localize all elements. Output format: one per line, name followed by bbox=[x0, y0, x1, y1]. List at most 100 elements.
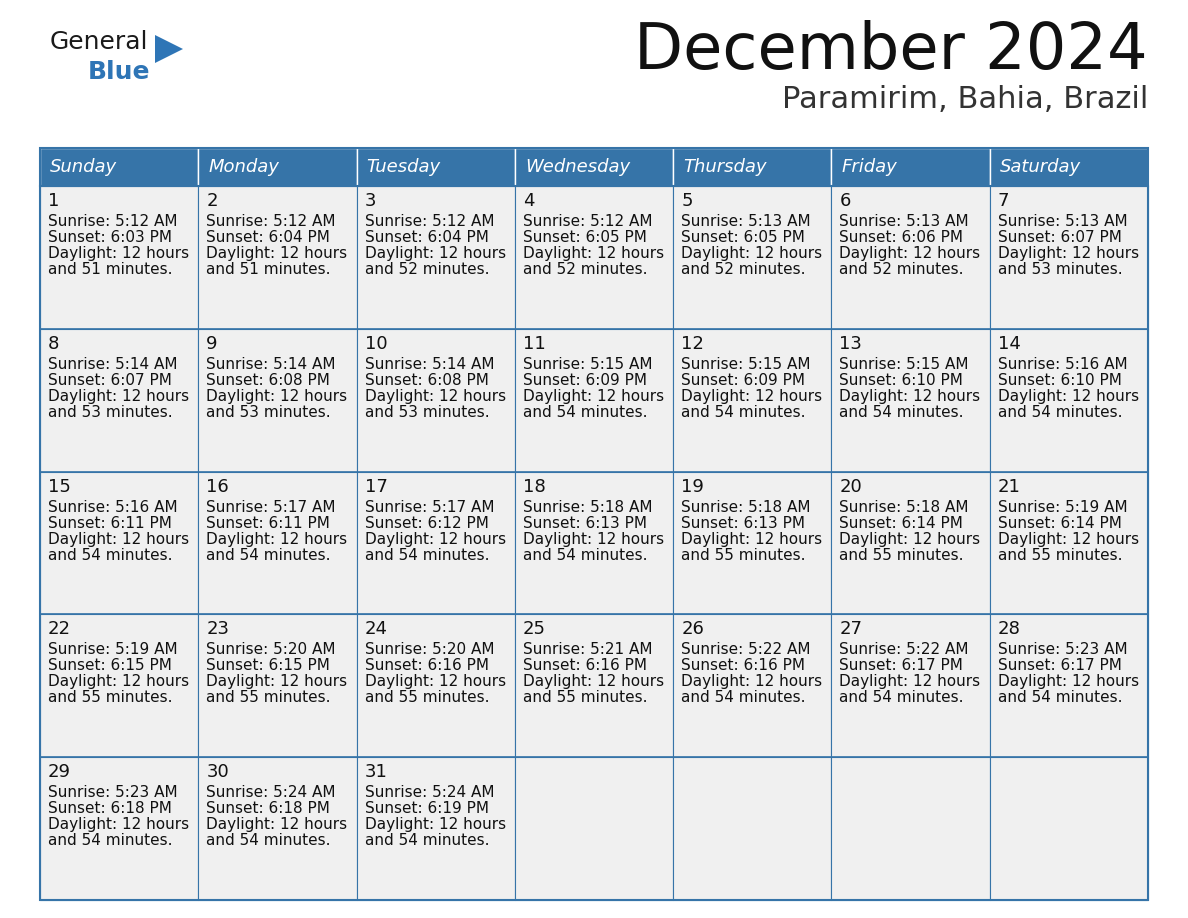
Bar bbox=[40, 472, 198, 614]
Text: Daylight: 12 hours: Daylight: 12 hours bbox=[840, 389, 980, 404]
Text: Sunrise: 5:12 AM: Sunrise: 5:12 AM bbox=[207, 214, 336, 229]
Text: Sunrise: 5:18 AM: Sunrise: 5:18 AM bbox=[840, 499, 969, 515]
Text: and 55 minutes.: and 55 minutes. bbox=[681, 548, 805, 563]
Text: Sunset: 6:13 PM: Sunset: 6:13 PM bbox=[523, 516, 646, 531]
Text: and 52 minutes.: and 52 minutes. bbox=[681, 262, 805, 277]
Text: Daylight: 12 hours: Daylight: 12 hours bbox=[365, 389, 506, 404]
Bar bbox=[514, 148, 674, 186]
Text: and 55 minutes.: and 55 minutes. bbox=[365, 690, 489, 705]
Text: 28: 28 bbox=[998, 621, 1020, 638]
Text: Daylight: 12 hours: Daylight: 12 hours bbox=[681, 246, 822, 261]
Bar bbox=[40, 148, 198, 186]
Bar bbox=[674, 148, 832, 186]
Text: Daylight: 12 hours: Daylight: 12 hours bbox=[365, 817, 506, 833]
Text: 22: 22 bbox=[48, 621, 71, 638]
Text: and 52 minutes.: and 52 minutes. bbox=[365, 262, 489, 277]
Text: Blue: Blue bbox=[88, 60, 151, 84]
Text: and 53 minutes.: and 53 minutes. bbox=[48, 405, 172, 420]
Text: Daylight: 12 hours: Daylight: 12 hours bbox=[207, 389, 347, 404]
Text: and 54 minutes.: and 54 minutes. bbox=[681, 405, 805, 420]
Text: Sunset: 6:09 PM: Sunset: 6:09 PM bbox=[523, 373, 646, 387]
Bar bbox=[514, 614, 674, 757]
Bar bbox=[832, 329, 990, 472]
Bar bbox=[674, 472, 832, 614]
Text: and 52 minutes.: and 52 minutes. bbox=[840, 262, 963, 277]
Text: Daylight: 12 hours: Daylight: 12 hours bbox=[998, 389, 1139, 404]
Text: Thursday: Thursday bbox=[683, 158, 766, 176]
Text: 21: 21 bbox=[998, 477, 1020, 496]
Text: Monday: Monday bbox=[208, 158, 279, 176]
Text: Daylight: 12 hours: Daylight: 12 hours bbox=[48, 675, 189, 689]
Text: Sunrise: 5:13 AM: Sunrise: 5:13 AM bbox=[840, 214, 969, 229]
Text: Sunset: 6:16 PM: Sunset: 6:16 PM bbox=[523, 658, 646, 674]
Bar bbox=[514, 186, 674, 329]
Text: Sunset: 6:14 PM: Sunset: 6:14 PM bbox=[998, 516, 1121, 531]
Text: Daylight: 12 hours: Daylight: 12 hours bbox=[998, 246, 1139, 261]
Text: Sunset: 6:12 PM: Sunset: 6:12 PM bbox=[365, 516, 488, 531]
Text: Daylight: 12 hours: Daylight: 12 hours bbox=[207, 246, 347, 261]
Text: and 55 minutes.: and 55 minutes. bbox=[48, 690, 172, 705]
Text: Sunrise: 5:18 AM: Sunrise: 5:18 AM bbox=[523, 499, 652, 515]
Text: Sunrise: 5:13 AM: Sunrise: 5:13 AM bbox=[681, 214, 810, 229]
Bar bbox=[356, 614, 514, 757]
Text: Sunset: 6:11 PM: Sunset: 6:11 PM bbox=[207, 516, 330, 531]
Bar bbox=[674, 614, 832, 757]
Text: Sunrise: 5:24 AM: Sunrise: 5:24 AM bbox=[207, 785, 336, 800]
Text: 31: 31 bbox=[365, 763, 387, 781]
Text: 14: 14 bbox=[998, 335, 1020, 353]
Text: General: General bbox=[50, 30, 148, 54]
Bar bbox=[832, 186, 990, 329]
Text: Sunrise: 5:15 AM: Sunrise: 5:15 AM bbox=[523, 357, 652, 372]
Text: Sunset: 6:10 PM: Sunset: 6:10 PM bbox=[840, 373, 963, 387]
Text: Sunset: 6:15 PM: Sunset: 6:15 PM bbox=[207, 658, 330, 674]
Text: Sunrise: 5:12 AM: Sunrise: 5:12 AM bbox=[523, 214, 652, 229]
Bar bbox=[40, 757, 198, 900]
Text: and 54 minutes.: and 54 minutes. bbox=[681, 690, 805, 705]
Text: Sunset: 6:10 PM: Sunset: 6:10 PM bbox=[998, 373, 1121, 387]
Text: Daylight: 12 hours: Daylight: 12 hours bbox=[48, 246, 189, 261]
Text: Daylight: 12 hours: Daylight: 12 hours bbox=[207, 532, 347, 546]
Bar bbox=[674, 757, 832, 900]
Text: Sunrise: 5:15 AM: Sunrise: 5:15 AM bbox=[840, 357, 969, 372]
Text: Sunrise: 5:15 AM: Sunrise: 5:15 AM bbox=[681, 357, 810, 372]
Bar bbox=[198, 757, 356, 900]
Text: Daylight: 12 hours: Daylight: 12 hours bbox=[523, 532, 664, 546]
Text: Friday: Friday bbox=[841, 158, 897, 176]
Text: Sunset: 6:07 PM: Sunset: 6:07 PM bbox=[998, 230, 1121, 245]
Bar bbox=[40, 186, 198, 329]
Text: and 54 minutes.: and 54 minutes. bbox=[48, 834, 172, 848]
Text: 29: 29 bbox=[48, 763, 71, 781]
Bar bbox=[40, 148, 1148, 900]
Text: 12: 12 bbox=[681, 335, 704, 353]
Text: Sunset: 6:05 PM: Sunset: 6:05 PM bbox=[681, 230, 805, 245]
Text: and 55 minutes.: and 55 minutes. bbox=[523, 690, 647, 705]
Text: Sunrise: 5:23 AM: Sunrise: 5:23 AM bbox=[48, 785, 178, 800]
Text: Daylight: 12 hours: Daylight: 12 hours bbox=[48, 532, 189, 546]
Text: Sunrise: 5:18 AM: Sunrise: 5:18 AM bbox=[681, 499, 810, 515]
Text: Sunset: 6:13 PM: Sunset: 6:13 PM bbox=[681, 516, 805, 531]
Text: 10: 10 bbox=[365, 335, 387, 353]
Text: Sunrise: 5:22 AM: Sunrise: 5:22 AM bbox=[840, 643, 969, 657]
Text: Daylight: 12 hours: Daylight: 12 hours bbox=[48, 817, 189, 833]
Text: Daylight: 12 hours: Daylight: 12 hours bbox=[523, 675, 664, 689]
Text: Sunset: 6:11 PM: Sunset: 6:11 PM bbox=[48, 516, 172, 531]
Bar bbox=[674, 186, 832, 329]
Text: and 53 minutes.: and 53 minutes. bbox=[365, 405, 489, 420]
Text: Sunrise: 5:12 AM: Sunrise: 5:12 AM bbox=[48, 214, 177, 229]
Text: 26: 26 bbox=[681, 621, 704, 638]
Text: 6: 6 bbox=[840, 192, 851, 210]
Text: 25: 25 bbox=[523, 621, 545, 638]
Text: Sunset: 6:17 PM: Sunset: 6:17 PM bbox=[840, 658, 963, 674]
Text: Daylight: 12 hours: Daylight: 12 hours bbox=[365, 675, 506, 689]
Bar bbox=[832, 757, 990, 900]
Text: Sunset: 6:08 PM: Sunset: 6:08 PM bbox=[207, 373, 330, 387]
Text: Sunset: 6:09 PM: Sunset: 6:09 PM bbox=[681, 373, 805, 387]
Bar bbox=[832, 614, 990, 757]
Bar bbox=[356, 472, 514, 614]
Text: 1: 1 bbox=[48, 192, 59, 210]
Text: Sunrise: 5:16 AM: Sunrise: 5:16 AM bbox=[48, 499, 178, 515]
Text: Sunrise: 5:19 AM: Sunrise: 5:19 AM bbox=[48, 643, 178, 657]
Text: Sunrise: 5:21 AM: Sunrise: 5:21 AM bbox=[523, 643, 652, 657]
Bar bbox=[356, 148, 514, 186]
Text: 5: 5 bbox=[681, 192, 693, 210]
